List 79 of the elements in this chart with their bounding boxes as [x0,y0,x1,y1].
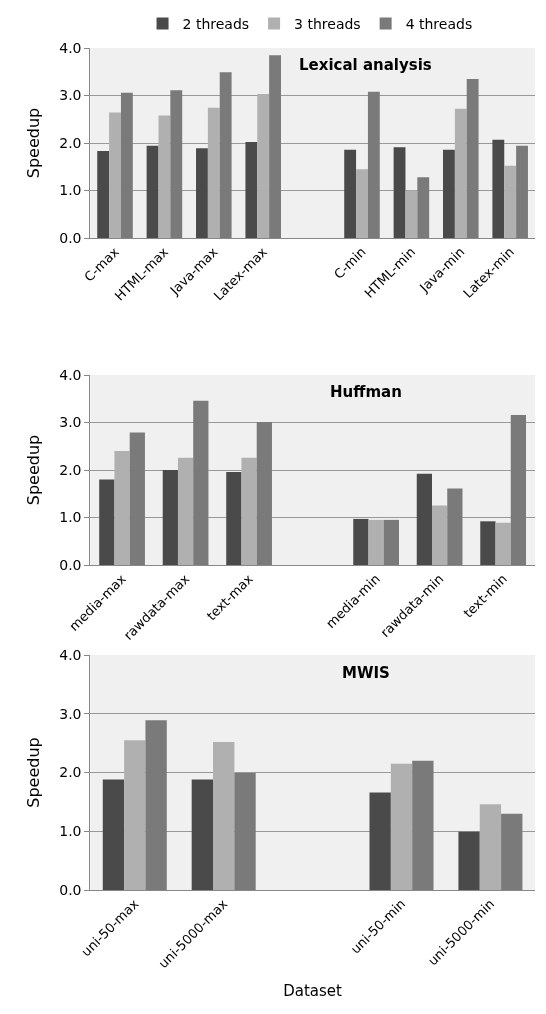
y-tick-label: 2.0 [59,461,82,478]
bar [97,151,110,238]
bar [193,400,209,565]
text: Huffman [330,383,402,401]
bar [170,90,183,238]
bar [129,432,145,565]
y-axis-title: Speedup [24,107,44,179]
bar [516,145,528,238]
legend-label: 2 threads [182,16,250,33]
y-tick-label: 1.0 [59,182,82,199]
bar [492,139,505,238]
bar [369,792,391,890]
bar [191,779,214,890]
bar [226,471,242,565]
bar [405,190,418,238]
bar [109,112,121,238]
text: Lexical analysis [299,56,432,74]
bar [447,488,463,565]
bar [454,108,467,238]
bar [196,148,208,238]
bar [504,165,517,238]
y-tick-label: 0.0 [59,229,82,246]
legend-label: 3 threads [294,16,361,33]
y-tick-label: 3.0 [59,87,82,104]
bar [390,763,413,890]
bar [480,521,496,565]
bar [269,55,281,238]
text: MWIS [342,664,390,682]
bar [356,169,368,238]
bar [234,773,256,890]
bar [412,760,434,890]
y-tick-label: 4.0 [59,366,82,383]
y-tick-label: 2.0 [59,134,82,151]
bar [353,518,369,565]
bar [219,72,232,238]
bar [120,92,133,238]
y-tick-label: 1.0 [59,823,82,840]
bar [383,519,399,565]
bar [368,519,384,565]
y-tick-label: 3.0 [59,705,82,722]
y-tick-label: 4.0 [59,646,82,663]
bar [245,142,258,238]
y-tick-label: 0.0 [59,556,82,573]
bar [241,457,257,565]
bar [124,740,146,890]
bar [145,720,167,890]
bar [417,177,430,238]
bar [257,94,270,238]
bar [458,831,480,890]
y-tick-label: 2.0 [59,764,82,781]
y-axis-title: Speedup [24,434,44,506]
y-tick-label: 4.0 [59,39,82,56]
y-axis-title: Speedup [24,737,44,808]
bar [501,813,523,890]
bar [102,779,125,890]
bar [114,451,130,565]
legend-label: 4 threads [405,16,473,33]
bar [432,505,448,565]
bar [162,470,178,565]
bar [344,149,357,238]
bar [177,457,194,565]
bar [443,149,455,238]
bar [466,78,479,238]
bar [416,473,432,565]
bar [510,414,526,565]
bar [367,91,380,238]
y-tick-label: 0.0 [59,881,82,898]
bar [158,115,171,238]
bar [213,741,235,890]
bar [99,479,115,565]
bar [256,422,272,565]
bar [495,522,511,565]
y-tick-label: 3.0 [59,414,82,431]
bar [207,107,220,238]
bar [146,145,159,238]
bar [393,147,406,238]
x-axis-title: Dataset [283,982,343,1001]
y-tick-label: 1.0 [59,509,82,526]
bar [479,804,502,890]
